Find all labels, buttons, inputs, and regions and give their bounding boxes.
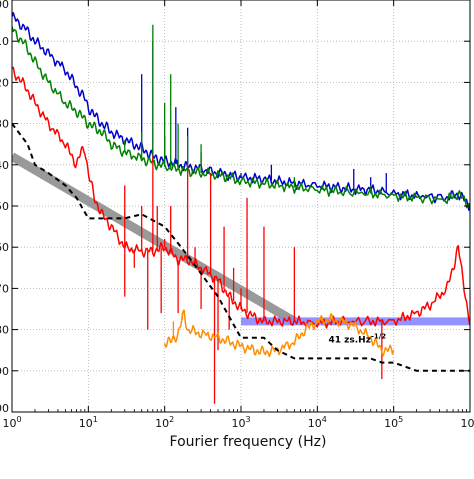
y-tick-label: -170 [0, 282, 9, 295]
y-tick-label: -190 [0, 365, 9, 378]
x-tick-label: 105 [384, 415, 403, 430]
x-tick-label: 100 [2, 415, 21, 430]
y-tick-label: -160 [0, 241, 9, 254]
x-tick-label: 101 [79, 415, 98, 430]
x-tick-label: 106 [460, 415, 474, 430]
noise-level-annotation: 41 zs.Hz-1/2 [328, 332, 386, 345]
x-tick-label: 102 [155, 415, 174, 430]
x-tick-label: 103 [231, 415, 250, 430]
y-tick-label: -150 [0, 200, 9, 213]
y-tick-label: -130 [0, 118, 9, 131]
y-tick-label: -120 [0, 76, 9, 89]
y-tick-label: -180 [0, 324, 9, 337]
y-tick-label: -100 [0, 0, 9, 11]
x-tick-label: 104 [308, 415, 327, 430]
series-line-5 [12, 122, 470, 372]
y-tick-label: -110 [0, 35, 9, 48]
series-line-4 [163, 309, 395, 358]
y-tick-label: -200 [0, 402, 9, 415]
x-axis-title: Fourier frequency (Hz) [170, 434, 327, 450]
y-tick-label: -140 [0, 159, 9, 172]
